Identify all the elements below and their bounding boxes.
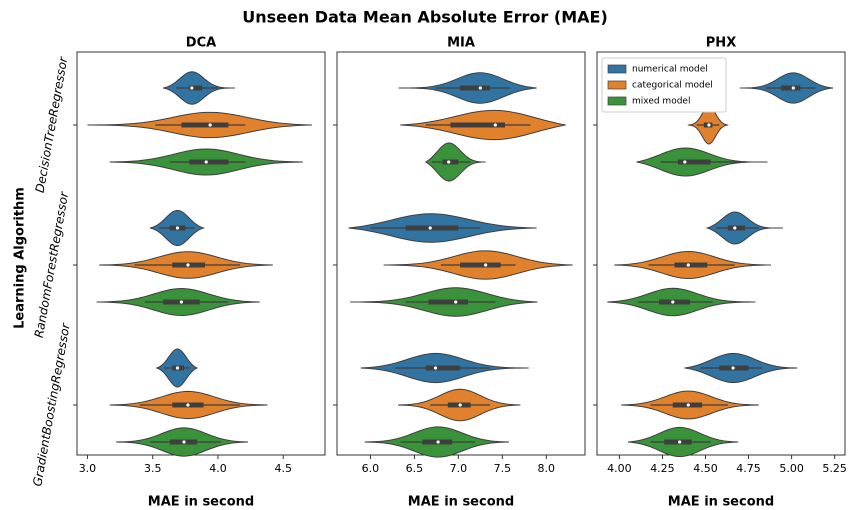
median <box>204 160 208 164</box>
median <box>478 86 482 90</box>
plot-frame <box>76 51 326 456</box>
iqr-box <box>181 122 229 128</box>
chart-title: Unseen Data Mean Absolute Error (MAE) <box>242 8 608 27</box>
x-tick-label: 5.25 <box>822 462 847 475</box>
median <box>208 123 212 127</box>
median <box>791 86 795 90</box>
median <box>683 160 687 164</box>
median <box>179 300 184 304</box>
x-tick-label: 3.5 <box>144 462 162 475</box>
iqr-box <box>460 262 501 268</box>
legend-swatch <box>607 80 627 90</box>
x-tick-label: 7.0 <box>450 462 468 475</box>
iqr-box <box>450 122 505 128</box>
x-tick-label: 8.0 <box>538 462 556 475</box>
x-tick-label: 6.5 <box>406 462 424 475</box>
median <box>190 86 194 90</box>
median <box>678 440 682 444</box>
median <box>493 123 497 127</box>
median <box>731 366 735 370</box>
iqr-box <box>727 225 746 231</box>
median <box>484 263 488 267</box>
iqr-box <box>659 299 690 305</box>
median <box>182 440 186 444</box>
iqr-box <box>677 159 711 165</box>
median <box>175 226 180 230</box>
iqr-box <box>460 85 491 91</box>
median <box>686 403 690 407</box>
median <box>686 263 690 267</box>
legend-label: categorical model <box>632 81 713 91</box>
median <box>733 226 737 230</box>
median <box>458 403 462 407</box>
legend-label: mixed model <box>632 97 690 107</box>
legend-box <box>601 57 727 113</box>
iqr-box <box>781 85 801 91</box>
x-tick-label: 4.75 <box>736 462 761 475</box>
median <box>436 440 440 444</box>
iqr-box <box>425 365 461 371</box>
plot-frame <box>336 51 586 456</box>
median <box>707 123 711 127</box>
category-label: RandomForestRegressor <box>32 190 72 339</box>
x-tick-label: 7.5 <box>494 462 512 475</box>
iqr-box <box>442 159 459 165</box>
iqr-box <box>189 85 203 91</box>
median <box>186 263 190 267</box>
median <box>671 300 675 304</box>
median <box>186 403 190 407</box>
legend-label: numerical model <box>632 65 708 75</box>
x-tick-label: 4.5 <box>274 462 292 475</box>
iqr-box <box>189 159 229 165</box>
panel-title: PHX <box>706 36 736 51</box>
x-tick-label: 6.0 <box>362 462 380 475</box>
median <box>447 160 451 164</box>
category-label: GradientBoostingRegressor <box>30 321 73 487</box>
panel-title: MIA <box>447 36 475 51</box>
plot-frame <box>596 51 846 456</box>
x-tick-label: 3.0 <box>79 462 97 475</box>
x-axis-label: MAE in second <box>148 495 254 510</box>
x-tick-label: 4.00 <box>607 462 632 475</box>
x-axis-label: MAE in second <box>408 495 514 510</box>
median <box>175 366 180 370</box>
x-axis-label: MAE in second <box>668 495 774 510</box>
x-tick-label: 4.25 <box>650 462 675 475</box>
x-tick-label: 5.00 <box>779 462 804 475</box>
median <box>428 226 432 230</box>
iqr-box <box>674 262 708 268</box>
iqr-box <box>428 299 469 305</box>
x-tick-label: 4.0 <box>209 462 227 475</box>
iqr-box <box>664 439 692 445</box>
category-label: DecisionTreeRegressor <box>33 55 71 194</box>
median <box>454 300 458 304</box>
iqr-box <box>405 225 459 231</box>
median <box>433 366 438 370</box>
y-axis-label: Learning Algorithm <box>13 187 28 329</box>
legend-swatch <box>607 96 627 106</box>
x-tick-label: 4.50 <box>693 462 718 475</box>
panel-title: DCA <box>186 36 216 51</box>
legend-swatch <box>607 64 627 74</box>
